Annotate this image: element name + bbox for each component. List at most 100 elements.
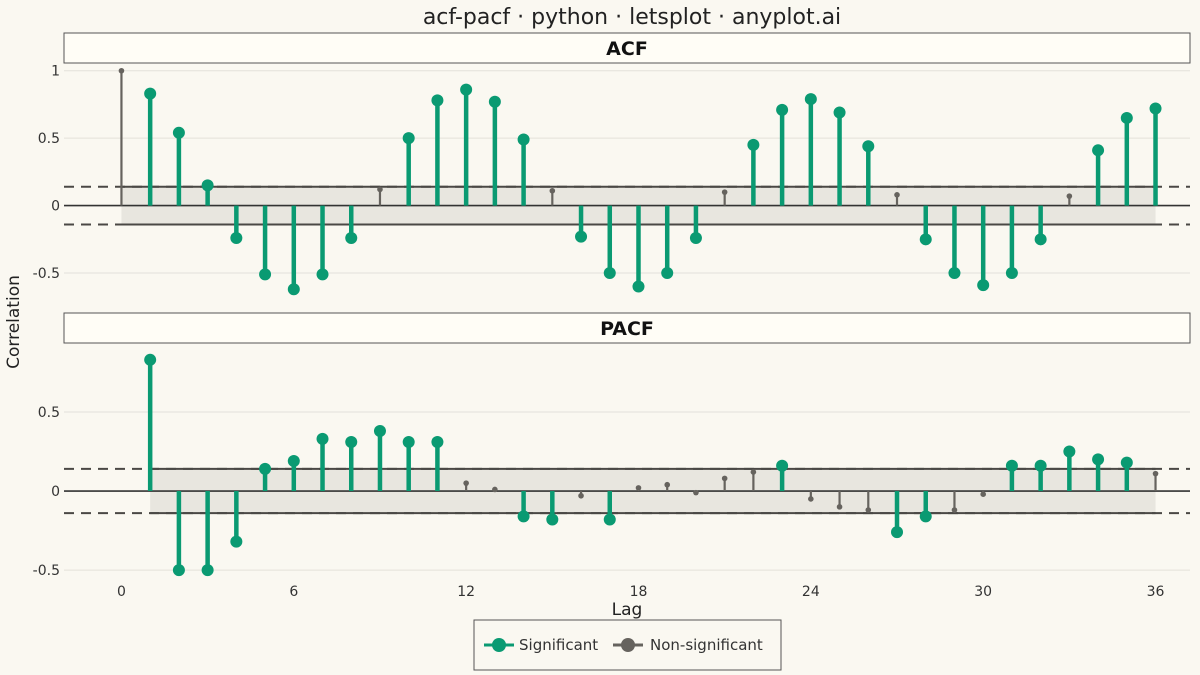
stem-point [1066, 193, 1073, 199]
stem-point [118, 67, 125, 74]
y-tick-label: -0.5 [33, 266, 60, 282]
y-axis-label: Correlation [4, 275, 24, 369]
stem-point [201, 179, 214, 192]
chart-title: acf-pacf · python · letsplot · anyplot.a… [423, 5, 841, 30]
stem-point [1034, 233, 1047, 246]
stem-point [865, 507, 872, 513]
stem-point [776, 459, 789, 472]
stem-point [1149, 102, 1162, 115]
stems [118, 67, 1162, 296]
stem-point [259, 462, 272, 475]
stem-point [287, 455, 300, 467]
stem-point [632, 280, 645, 293]
stem-point [172, 564, 185, 577]
stem-point [635, 485, 642, 491]
legend: Significant Non-significant [473, 619, 782, 671]
stem-point [891, 526, 904, 539]
x-tick-label: 12 [457, 584, 475, 600]
stem-point [172, 126, 185, 139]
stem-point [664, 481, 671, 488]
panel-strip [63, 32, 1191, 64]
stem-point [1152, 470, 1159, 477]
stem-point [492, 486, 498, 493]
stem-point [750, 469, 757, 475]
stem-point [431, 94, 444, 107]
stem-point [488, 95, 501, 108]
stem-point [463, 480, 469, 486]
stem-point [1005, 267, 1018, 280]
stem-point [345, 231, 358, 244]
x-tick-label: 24 [802, 584, 820, 600]
stem-point [693, 489, 699, 496]
stem-point [721, 475, 728, 482]
legend-key-point [621, 638, 635, 652]
stem-point [230, 535, 243, 548]
stem-point [517, 510, 530, 523]
stem-point [259, 268, 272, 281]
panel-strip-label: ACF [606, 38, 648, 60]
stem-point [201, 564, 214, 577]
y-tick-label: 0.5 [38, 405, 60, 421]
stem-point [549, 187, 556, 194]
stem-point [836, 504, 843, 510]
y-tick-label: -0.5 [33, 563, 60, 579]
stem-point [578, 492, 584, 499]
stem-point [575, 230, 588, 243]
x-tick-label: 36 [1147, 584, 1165, 600]
stem-point [402, 436, 415, 449]
stem-point [316, 432, 329, 445]
stem-point [862, 140, 875, 153]
stem-point [919, 233, 932, 246]
stem-point [948, 267, 961, 280]
legend-item-label: Non-significant [650, 636, 763, 654]
stem-point [980, 491, 986, 498]
panel-strip-label: PACF [600, 318, 654, 340]
stem-point [431, 436, 444, 449]
stem-point [603, 267, 616, 280]
stems [144, 353, 1159, 577]
stem-point [1063, 445, 1076, 458]
y-tick-label: 0 [51, 199, 60, 215]
stem-point [776, 103, 789, 116]
stem-point [345, 436, 358, 449]
legend-key-point [492, 638, 506, 652]
stem-point [1120, 456, 1133, 469]
x-tick-label: 6 [289, 584, 298, 600]
stem-point [1120, 111, 1133, 124]
x-tick-label: 18 [630, 584, 648, 600]
stem-point [546, 513, 559, 526]
stem-point [747, 138, 760, 151]
x-tick-label: 0 [117, 584, 126, 600]
stem-point [373, 424, 386, 437]
stem-point [894, 192, 900, 198]
stem-point [144, 87, 157, 100]
panel-acf: ACF -0.5 0 0.5 1 [33, 32, 1191, 296]
stem-point [1092, 144, 1105, 157]
panel-pacf: PACF -0.5 0 0.5 0 6 12 18 24 30 36 [33, 312, 1191, 600]
stem-point [808, 496, 814, 502]
x-axis-label: Lag [612, 600, 643, 620]
stem-point [1034, 459, 1047, 472]
y-tick-label: 0 [51, 484, 60, 500]
stem-point [517, 133, 530, 146]
stem-point [316, 268, 329, 281]
legend-item-label: Significant [519, 636, 598, 654]
stem-point [661, 267, 674, 280]
y-tick-label: 1 [51, 64, 60, 80]
stem-point [833, 106, 846, 119]
stem-point [919, 510, 932, 523]
stem-point [951, 507, 958, 513]
stem-point [1092, 453, 1105, 466]
stem-point [377, 186, 383, 193]
stem-point [230, 231, 243, 244]
stem-point [977, 279, 990, 292]
panel-strip [63, 312, 1191, 344]
stem-point [460, 83, 473, 96]
stem-point [689, 231, 702, 244]
stem-point [804, 93, 817, 106]
stem-point [1005, 459, 1018, 472]
stem-point [287, 283, 300, 296]
y-tick-label: 0.5 [38, 131, 60, 147]
stem-point [603, 513, 616, 526]
